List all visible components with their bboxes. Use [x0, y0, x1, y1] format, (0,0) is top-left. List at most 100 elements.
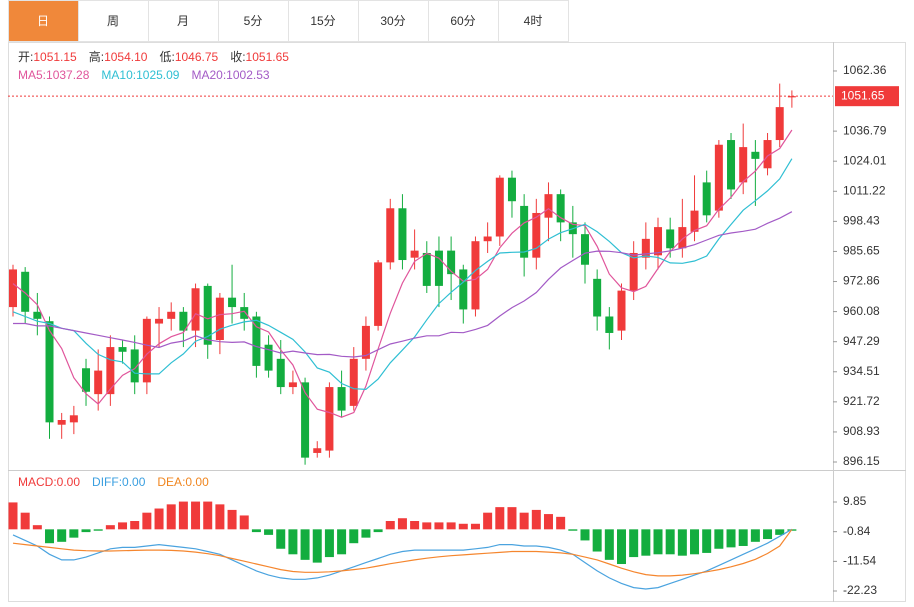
macd-bar — [604, 529, 614, 560]
macd-bar — [690, 529, 700, 555]
y-tick-label: 998.43 — [843, 214, 880, 228]
indicator-line — [12, 158, 793, 391]
candle-body — [240, 307, 249, 319]
indicator-line — [12, 129, 793, 418]
macd-bar — [519, 512, 529, 530]
tab-label[interactable]: 日 — [37, 14, 49, 28]
tab-label[interactable]: 15分 — [310, 14, 335, 28]
y-tick-label: -11.54 — [843, 554, 876, 568]
tab-label[interactable]: 30分 — [380, 14, 405, 28]
candle-body — [544, 194, 553, 218]
macd-bar — [726, 529, 736, 548]
candle-body — [471, 241, 480, 310]
candle-body — [69, 415, 78, 423]
candle-body — [57, 420, 66, 425]
y-tick-label: -0.84 — [843, 524, 871, 538]
tab[interactable] — [288, 0, 359, 42]
candle-body — [739, 147, 748, 183]
macd-bar — [191, 501, 201, 530]
y-tick-label: 1062.36 — [843, 63, 887, 77]
candle-body — [702, 182, 711, 216]
tab[interactable] — [498, 0, 569, 42]
candle-body — [325, 387, 334, 451]
macd-bar — [458, 523, 468, 530]
tab-label[interactable]: 周 — [107, 14, 119, 28]
tab-label[interactable]: 5分 — [244, 14, 263, 28]
macd-bar — [337, 529, 347, 555]
macd-bar — [677, 529, 687, 556]
macd-bar — [543, 514, 553, 530]
macd-bar — [142, 512, 152, 530]
tab-label[interactable]: 60分 — [450, 14, 475, 28]
y-tick-label: 908.93 — [843, 424, 880, 438]
macd-bar — [629, 529, 639, 558]
candle-body — [654, 227, 663, 256]
y-tick-label: 9.85 — [843, 494, 867, 508]
candle-body — [45, 321, 54, 423]
candle-body — [215, 297, 224, 341]
macd-bar — [288, 529, 298, 555]
candle-body — [422, 252, 431, 286]
legend-value: 1025.09 — [136, 68, 180, 82]
macd-bar — [349, 529, 359, 544]
macd-bar — [118, 522, 128, 530]
y-tick-label: 985.65 — [843, 244, 880, 258]
macd-bar — [568, 529, 578, 531]
macd-bar — [166, 504, 176, 530]
candle-body — [483, 236, 492, 242]
tab[interactable] — [148, 0, 219, 42]
candle-body — [288, 382, 297, 388]
y-tick-label: 1036.79 — [843, 123, 887, 137]
legend-label: 收: — [230, 50, 245, 64]
macd-bar — [702, 529, 712, 553]
tab-label[interactable]: 月 — [177, 14, 189, 28]
macd-bar — [714, 529, 724, 549]
tab-label[interactable]: 4时 — [524, 14, 543, 28]
candle-body — [617, 290, 626, 331]
legend-value: 0.00 — [57, 475, 81, 489]
y-tick-label: 1024.01 — [843, 153, 887, 167]
macd-bar — [130, 521, 140, 530]
legend-label: MACD: — [18, 475, 57, 489]
candle-body — [264, 344, 273, 371]
legend-value: 1054.10 — [104, 50, 148, 64]
period-tabs: 日 周 月 5分 15分 30分 60分 4时 — [8, 0, 569, 42]
tab[interactable] — [358, 0, 429, 42]
candle-body — [155, 318, 164, 324]
y-tick-label: -22.23 — [843, 583, 877, 597]
candle-body — [94, 370, 103, 395]
macd-bar — [105, 525, 115, 530]
candle-body — [787, 96, 796, 98]
macd-bar — [422, 522, 432, 530]
macd-bar — [215, 504, 225, 530]
candle-body — [629, 252, 638, 291]
candle-body — [203, 285, 212, 345]
indicator-line — [12, 528, 793, 590]
candle-body — [106, 347, 115, 395]
legend-value: 0.00 — [185, 475, 209, 489]
candle-body — [398, 208, 407, 261]
macd-bar — [775, 529, 785, 535]
macd-bar — [300, 529, 310, 560]
candle-body — [301, 382, 310, 458]
candle-body — [167, 311, 176, 319]
macd-bar — [324, 529, 334, 558]
macd-bar — [373, 529, 383, 533]
macd-bar — [154, 508, 164, 530]
y-tick-label: 947.29 — [843, 334, 880, 348]
legend-label: MA20: — [191, 68, 226, 82]
tab[interactable] — [428, 0, 499, 42]
macd-bar — [203, 501, 213, 530]
candle-body — [714, 144, 723, 211]
candle-body — [191, 288, 200, 331]
tab[interactable] — [78, 0, 149, 42]
macd-bar — [470, 523, 480, 530]
macd-bar — [69, 529, 79, 538]
candle-body — [447, 250, 456, 275]
y-tick-label: 972.86 — [843, 274, 880, 288]
macd-bar — [385, 521, 395, 530]
legend-label: 低: — [159, 50, 174, 64]
tab[interactable] — [8, 0, 79, 42]
indicator-line — [13, 211, 793, 358]
